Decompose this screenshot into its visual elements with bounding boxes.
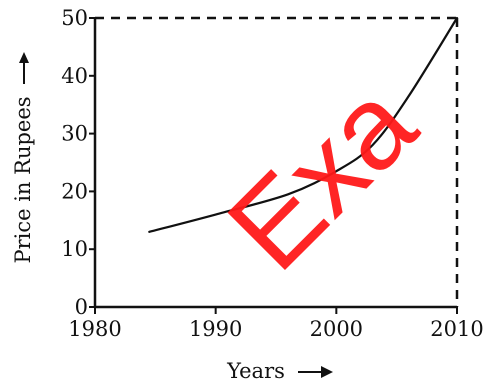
x-ticks: 1980 1990 2000 2010 bbox=[68, 307, 484, 341]
x-tick-label: 1990 bbox=[189, 317, 242, 341]
y-axis-title: Price in Rupees bbox=[11, 96, 35, 263]
x-tick-label: 2000 bbox=[310, 317, 363, 341]
axes bbox=[93, 18, 457, 309]
y-ticks: 0 10 20 30 40 50 bbox=[61, 6, 95, 319]
watermark: Exa bbox=[203, 58, 440, 295]
y-tick-label: 20 bbox=[61, 179, 88, 203]
x-tick-label: 1980 bbox=[68, 317, 121, 341]
x-tick-label: 2010 bbox=[430, 317, 483, 341]
y-tick-label: 0 bbox=[75, 295, 88, 319]
y-tick-label: 10 bbox=[61, 237, 88, 261]
series-layer bbox=[148, 16, 459, 233]
y-tick-label: 50 bbox=[61, 6, 88, 30]
y-axis-title-group: Price in Rupees bbox=[11, 52, 35, 264]
y-axis-arrow-icon bbox=[19, 52, 29, 84]
x-axis-title-group: Years bbox=[226, 359, 333, 383]
reference-lines bbox=[95, 16, 459, 307]
y-tick-label: 40 bbox=[61, 64, 88, 88]
x-axis-arrow-icon bbox=[298, 366, 333, 378]
x-axis-title: Years bbox=[226, 359, 285, 383]
price-line bbox=[148, 16, 459, 233]
y-tick-label: 30 bbox=[61, 122, 88, 146]
